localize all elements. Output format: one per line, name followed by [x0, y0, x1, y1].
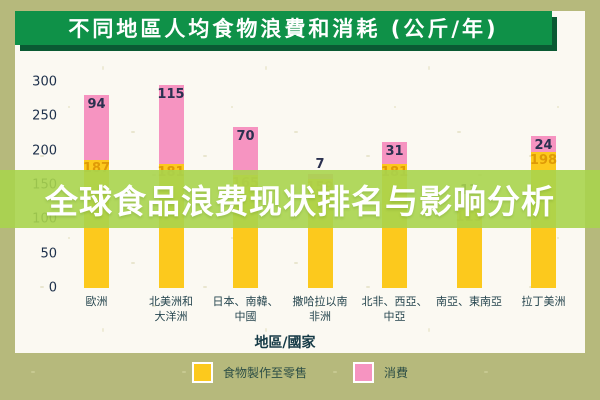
y-tick-label: 50 — [40, 246, 57, 262]
consumption-value-label: 31 — [385, 144, 404, 160]
legend: 食物製作至零售 消費 — [0, 361, 600, 383]
y-tick-label: 250 — [32, 108, 57, 124]
bar-segment-consumption — [84, 95, 109, 160]
overlay-banner: 全球食品浪费现状排名与影响分析 — [0, 170, 600, 228]
legend-label: 消費 — [384, 365, 409, 380]
category-label: 南亞、東南亞 — [436, 295, 502, 308]
chart-title: 不同地區人均食物浪費和消耗 (公斤/年) — [68, 17, 499, 41]
bar-segment-consumption — [531, 135, 556, 153]
legend-swatch-yellow — [191, 361, 213, 383]
category-label: 歐洲 — [85, 295, 108, 308]
y-tick-label: 300 — [32, 74, 57, 90]
x-axis-title: 地區/國家 — [254, 335, 316, 351]
bar-segment-consumption — [382, 142, 407, 164]
legend-item: 食物製作至零售 — [191, 361, 307, 383]
overlay-text: 全球食品浪费现状排名与影响分析 — [45, 182, 555, 221]
y-tick-label: 200 — [32, 143, 57, 159]
consumption-value-label: 24 — [534, 137, 553, 153]
y-tick-label: 0 — [48, 280, 57, 296]
legend-item: 消費 — [353, 361, 409, 383]
category-label: 北非、西亞、 中亞 — [361, 295, 428, 323]
consumption-value-label: 70 — [236, 128, 255, 144]
legend-swatch-pink — [353, 361, 374, 383]
production-retail-value-label: 198 — [529, 153, 558, 169]
category-label: 北美洲和 大洋洲 — [149, 295, 193, 323]
consumption-value-label: 115 — [157, 86, 185, 102]
consumption-value-label: 7 — [315, 157, 325, 172]
legend-label: 食物製作至零售 — [222, 365, 307, 380]
category-label: 拉丁美洲 — [521, 295, 566, 308]
category-label: 撒哈拉以南 非洲 — [292, 295, 348, 323]
consumption-value-label: 94 — [87, 97, 106, 113]
chart-title-banner: 不同地區人均食物浪費和消耗 (公斤/年) — [15, 11, 552, 45]
category-label: 日本、南韓、 中國 — [212, 295, 279, 323]
bar-segment-consumption — [233, 126, 258, 175]
bar-segment-consumption — [158, 84, 184, 164]
